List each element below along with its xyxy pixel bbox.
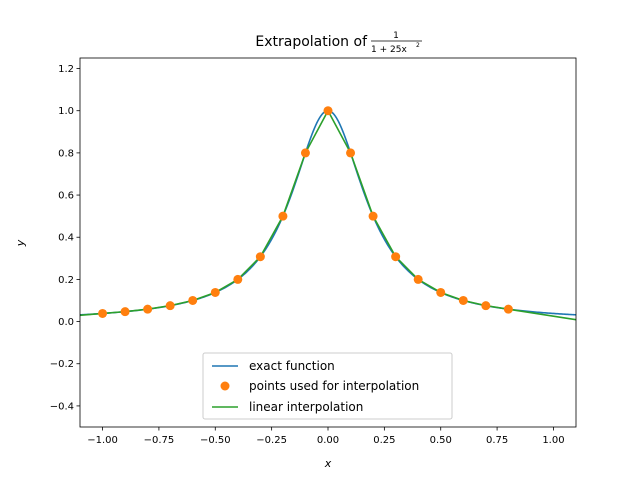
data-point [481,301,491,311]
data-point [391,252,401,262]
legend-exact-function-label: exact function [249,359,335,373]
data-point [346,148,356,158]
title-fraction-denominator: 1 + 25x [371,45,407,55]
data-point [458,295,468,305]
x-tick-label: 1.00 [542,435,564,446]
data-point [255,252,265,262]
title-fraction-numerator: 1 [393,31,399,41]
title-fraction-exponent: 2 [416,42,420,49]
data-point [323,106,333,116]
data-point [278,211,288,221]
y-tick-label: −0.4 [50,401,74,412]
y-axis-ticks: −0.4 −0.2 0.0 0.2 0.4 0.6 0.8 1.0 1.2 [50,64,80,412]
data-point [165,301,175,311]
data-point [188,295,198,305]
y-tick-label: 0.6 [58,191,74,202]
x-tick-label: 0.00 [317,435,339,446]
data-point [368,211,378,221]
legend: exact function points used for interpola… [202,352,453,420]
data-point [233,274,243,284]
legend-box [202,352,453,420]
x-axis-label: x [324,457,332,470]
x-tick-label: 0.25 [373,435,395,446]
y-tick-label: 0.4 [58,233,74,244]
x-tick-label: 0.50 [430,435,452,446]
legend-interpolation-points-label: points used for interpolation [249,379,419,393]
data-point [98,308,108,318]
y-tick-label: 0.0 [58,317,74,328]
y-tick-label: 1.0 [58,106,74,117]
x-tick-label: −0.25 [256,435,287,446]
data-point [300,148,310,158]
x-tick-label: −0.75 [144,435,175,446]
x-axis-ticks: −1.00 −0.75 −0.50 −0.25 0.00 0.25 0.50 0.75 1.00 [87,427,565,446]
x-tick-label: −0.50 [200,435,231,446]
legend-interpolation-points-swatch [220,381,230,391]
series-interpolation-points-layer [98,106,513,318]
y-tick-label: 0.2 [58,275,74,286]
y-tick-label: 1.2 [58,64,74,75]
legend-linear-interpolation-label: linear interpolation [249,400,363,414]
y-tick-label: 0.8 [58,148,74,159]
chart-title-text: Extrapolation of [255,34,368,50]
data-point [413,274,423,284]
data-point [210,287,220,297]
y-tick-label: −0.2 [50,359,74,370]
chart-title: Extrapolation of 1 1 + 25x 2 [255,31,422,55]
x-tick-label: 0.75 [486,435,508,446]
data-point [503,304,513,314]
y-axis-label: y [14,239,27,247]
x-tick-label: −1.00 [87,435,118,446]
data-point [120,307,130,317]
data-point [436,287,446,297]
data-point [143,304,153,314]
